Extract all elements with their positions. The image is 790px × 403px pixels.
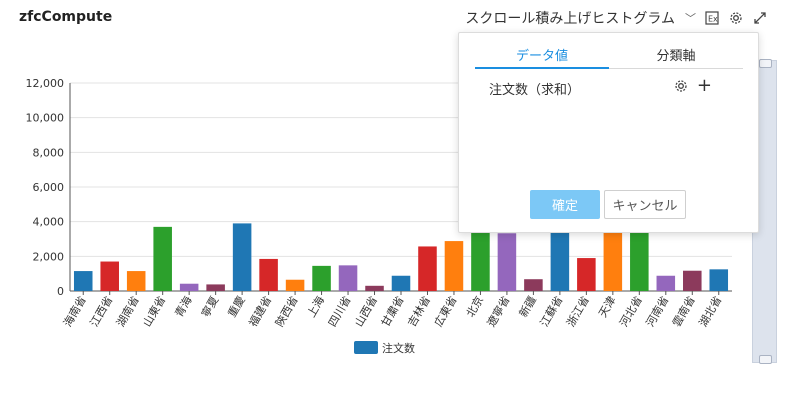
bar: [365, 285, 384, 291]
x-tick-label: 天津: [596, 294, 618, 320]
bar: [232, 223, 252, 291]
chart-type-selector[interactable]: スクロール積み上げヒストグラム ﹀: [465, 8, 696, 28]
bar: [153, 226, 172, 291]
bar: [73, 271, 93, 291]
bar: [206, 284, 225, 291]
x-tick-label: 河北省: [617, 294, 645, 329]
y-tick-label: 12,000: [26, 77, 65, 90]
x-tick-label: 甘粛省: [379, 294, 407, 329]
x-tick-label: 新疆: [516, 294, 539, 320]
x-tick-label: 上海: [304, 294, 327, 320]
bar: [550, 231, 570, 291]
bar: [683, 270, 702, 291]
x-tick-label: 江蘇省: [538, 294, 566, 329]
bar: [418, 246, 437, 291]
bar: [126, 271, 146, 291]
confirm-button[interactable]: 確定: [530, 190, 600, 219]
field-label: 注文数（求和）: [489, 83, 581, 98]
settings-panel: データ値 分類軸 注文数（求和） + 確定 キャンセル: [458, 32, 759, 233]
x-tick-label: 江西省: [88, 294, 116, 329]
legend-swatch: [354, 341, 378, 354]
y-tick-label: 0: [57, 285, 64, 298]
bar: [312, 265, 331, 291]
x-tick-label: 四川省: [326, 294, 354, 329]
bar: [259, 258, 278, 291]
y-tick-label: 6,000: [33, 181, 65, 194]
app-title: zfcCompute: [19, 9, 113, 25]
x-tick-label: 重慶: [225, 294, 248, 320]
x-tick-label: 山西省: [352, 294, 380, 329]
bar: [709, 269, 729, 291]
bar: [630, 231, 649, 291]
panel-tabs: データ値 分類軸: [475, 45, 743, 69]
svg-text:Ex: Ex: [708, 15, 718, 24]
y-tick-label: 8,000: [33, 146, 65, 159]
bar: [285, 279, 305, 291]
bar: [577, 258, 596, 291]
y-tick-label: 10,000: [26, 112, 65, 125]
y-tick-label: 2,000: [33, 250, 65, 263]
tab-category-axis[interactable]: 分類軸: [656, 49, 696, 64]
bar: [338, 265, 358, 291]
x-tick-label: 湖北省: [697, 294, 725, 329]
bar: [524, 279, 543, 291]
tab-data-value[interactable]: データ値: [475, 45, 609, 69]
bar: [179, 283, 199, 291]
bar: [391, 275, 411, 291]
chart-toolbar: スクロール積み上げヒストグラム ﹀ Ex: [465, 8, 768, 28]
chevron-down-icon: ﹀: [685, 12, 696, 25]
x-tick-label: 青海: [172, 294, 195, 320]
bar: [497, 233, 517, 291]
bar: [656, 275, 676, 291]
x-tick-label: 遼寧省: [484, 294, 513, 330]
cancel-button[interactable]: キャンセル: [604, 190, 686, 219]
x-tick-label: 陝西省: [273, 294, 301, 329]
bar: [444, 241, 464, 291]
x-tick-label: 雲南省: [670, 294, 698, 329]
bar: [603, 231, 623, 291]
field-gear-icon[interactable]: [673, 78, 689, 94]
x-tick-label: 山東省: [141, 294, 169, 329]
x-tick-label: 北京: [463, 294, 486, 320]
y-tick-label: 4,000: [33, 216, 65, 229]
gear-icon[interactable]: [728, 10, 744, 26]
field-actions: +: [673, 75, 712, 96]
x-tick-label: 湖南省: [114, 294, 142, 329]
x-tick-label: 浙江省: [564, 294, 592, 329]
scrollbar-handle-top[interactable]: [759, 59, 772, 68]
x-tick-label: 寧夏: [198, 294, 221, 320]
x-tick-label: 海南省: [60, 294, 89, 330]
scrollbar-handle-bottom[interactable]: [759, 355, 772, 364]
plus-icon[interactable]: +: [696, 75, 712, 96]
expand-icon[interactable]: [752, 10, 768, 26]
x-tick-label: 広東省: [432, 294, 460, 329]
bar: [100, 261, 119, 291]
excel-export-icon[interactable]: Ex: [704, 10, 720, 26]
chart-type-label: スクロール積み上げヒストグラム: [465, 11, 675, 27]
x-tick-label: 福建省: [246, 294, 275, 330]
x-tick-label: 河南省: [644, 294, 672, 329]
legend-label: 注文数: [382, 341, 415, 355]
x-tick-label: 吉林省: [404, 294, 433, 330]
bar: [471, 231, 490, 291]
